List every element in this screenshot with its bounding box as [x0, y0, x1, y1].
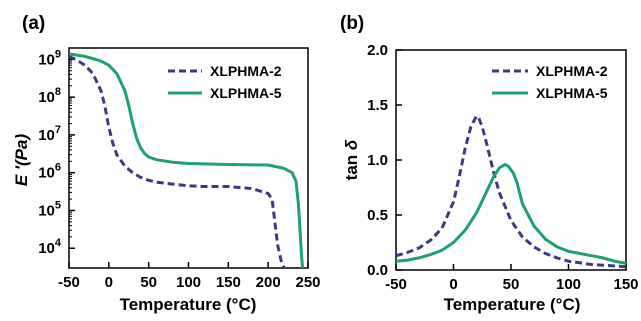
- panel-b-x-tick-label: 50: [503, 276, 520, 293]
- panel-b-series: [396, 114, 626, 269]
- panel-a-y-ticks: 104 105 106 107 108 109: [38, 47, 75, 257]
- panel-b-plot-frame: [395, 49, 627, 271]
- panel-a-y-tick-label: 104: [38, 237, 62, 257]
- panel-b-y-tick-label: 0.0: [367, 262, 388, 279]
- panel-a-x-axis-title: Temperature (°C): [120, 295, 257, 314]
- panel-a-x-tick-label: 100: [176, 274, 201, 291]
- panel-a-y-tick-label: 106: [38, 162, 61, 182]
- panel-b-x-ticks: -50 0 50 100 150: [385, 264, 639, 293]
- panel-a-plot-frame: [68, 47, 309, 269]
- panel-b-x-tick-label: 100: [556, 276, 581, 293]
- panel-b: (b) 0.0 0.5 1.0 1.5 2.0 -50 0 50 100 150 Tempera…: [340, 13, 639, 314]
- panel-a-x-tick-label: -50: [58, 274, 80, 291]
- panel-b-x-tick-label: -50: [385, 276, 407, 293]
- panel-b-y-axis-title: tan δ: [342, 139, 361, 180]
- panel-b-y-ticks: 0.0 0.5 1.0 1.5 2.0: [367, 42, 402, 279]
- panel-a-y-tick-label: 105: [38, 199, 61, 219]
- panel-b-series-line-xlphma-2: [396, 114, 626, 269]
- panel-a-legend: XLPHMA-2 XLPHMA-5: [168, 63, 282, 101]
- panel-a-x-tick-label: 250: [295, 274, 320, 291]
- panel-b-y-tick-label: 1.0: [367, 152, 388, 169]
- panel-a-y-tick-label: 108: [38, 86, 61, 106]
- panel-b-series-line-xlphma-5: [396, 162, 626, 265]
- panel-b-x-tick-label: 150: [613, 276, 638, 293]
- panel-a: (a) 104 105 106 107 108 109 -50 0 50 100 150 200 25…: [12, 13, 321, 314]
- panel-a-series-line-xlphma-5: [69, 52, 305, 268]
- panel-a-x-tick-label: 150: [216, 274, 241, 291]
- panel-a-series: [69, 52, 305, 268]
- panel-b-legend-label-xlphma-2: XLPHMA-2: [536, 63, 608, 79]
- panel-a-x-tick-label: 0: [105, 274, 113, 291]
- panel-a-x-tick-label: 200: [256, 274, 281, 291]
- panel-a-label: (a): [22, 13, 45, 34]
- panel-b-y-tick-label: 2.0: [367, 42, 388, 59]
- panel-a-x-ticks: -50 0 50 100 150 200 250: [58, 262, 321, 291]
- panel-a-y-tick-label: 109: [38, 48, 61, 68]
- panel-b-y-axis-title-main: tan: [342, 150, 361, 180]
- panel-b-y-tick-label: 0.5: [367, 207, 388, 224]
- panel-b-legend-label-xlphma-5: XLPHMA-5: [536, 85, 608, 101]
- panel-a-y-tick-label: 107: [38, 124, 61, 144]
- panel-a-legend-label-xlphma-2: XLPHMA-2: [210, 63, 282, 79]
- panel-a-x-tick-label: 50: [140, 274, 157, 291]
- panel-b-x-tick-label: 0: [449, 276, 457, 293]
- panel-b-label: (b): [340, 13, 364, 34]
- panel-a-legend-label-xlphma-5: XLPHMA-5: [210, 85, 282, 101]
- panel-b-legend: XLPHMA-2 XLPHMA-5: [492, 63, 608, 101]
- panel-a-y-axis-title: E ′(Pa): [12, 134, 31, 187]
- panel-b-y-tick-label: 1.5: [367, 97, 388, 114]
- panel-b-x-axis-title: Temperature (°C): [444, 295, 581, 314]
- panel-a-series-line-xlphma-2: [69, 55, 286, 268]
- panel-b-y-axis-title-symbol: δ: [342, 139, 361, 150]
